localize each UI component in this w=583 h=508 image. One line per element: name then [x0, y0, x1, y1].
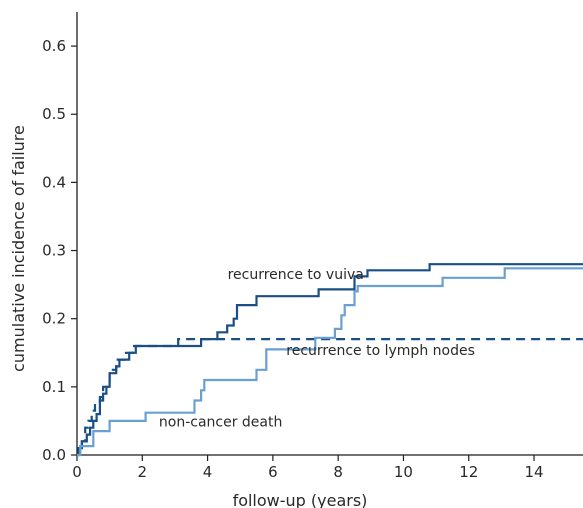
annotation-recurrence-to-vuiva: recurrence to vuiva: [228, 267, 364, 283]
x-tick-label: 2: [138, 463, 148, 481]
series-recurrence-to-vuiva-line: [77, 263, 583, 457]
annotation-non-cancer-death: non-cancer death: [159, 414, 282, 430]
series-non-cancer-death-line: [77, 267, 583, 457]
y-tick-label: 0.3: [42, 242, 66, 260]
x-tick-label: 10: [394, 463, 413, 481]
x-tick-label: 12: [459, 463, 478, 481]
axes: 0.0 0.1 0.2 0.3 0.4 0.5 0.6 0 2 4 6 8 10 12 14: [42, 12, 583, 481]
y-tick-label: 0.2: [42, 310, 66, 328]
y-axis-label: cumulative incidence of failure: [9, 125, 28, 372]
y-tick-label: 0.5: [42, 105, 66, 123]
x-tick-label: 8: [333, 463, 343, 481]
y-tick-label: 0.4: [42, 173, 66, 191]
x-tick-label: 0: [72, 463, 82, 481]
series-lines: [77, 263, 583, 457]
x-tick-label: 4: [203, 463, 213, 481]
annotation-recurrence-to-lymph-nodes: recurrence to lymph nodes: [286, 343, 475, 359]
series-annotations: recurrence to vuiva recurrence to lymph n…: [159, 267, 475, 430]
y-tick-label: 0.0: [42, 446, 66, 464]
x-axis-label: follow-up (years): [233, 491, 368, 508]
y-tick-label: 0.1: [42, 378, 66, 396]
series-recurrence-to-lymph-nodes-line: [77, 338, 583, 457]
x-tick-label: 14: [524, 463, 543, 481]
y-tick-label: 0.6: [42, 37, 66, 55]
x-tick-label: 6: [268, 463, 278, 481]
